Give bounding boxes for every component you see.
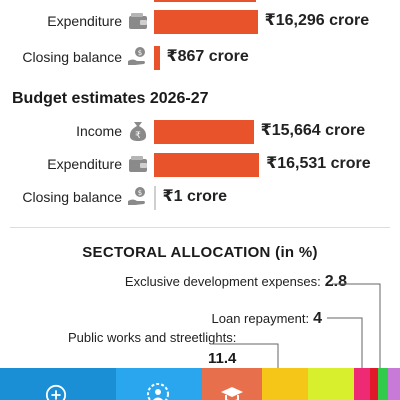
row-value: ₹16,531 crore bbox=[266, 155, 371, 172]
row-value: ₹1 crore bbox=[162, 188, 228, 205]
strip-segment bbox=[370, 368, 378, 400]
sector-label-text: Public works and streetlights: bbox=[68, 330, 237, 345]
row-label: Closing balance bbox=[22, 189, 122, 205]
hand-money-icon: $ bbox=[128, 187, 145, 205]
hand-money-icon: $ bbox=[128, 47, 145, 65]
bar-income-estimates bbox=[154, 120, 254, 144]
svg-text:$: $ bbox=[138, 49, 142, 57]
money-bag-icon: ₹ bbox=[129, 122, 147, 141]
wallet-icon bbox=[129, 156, 147, 172]
sector-label-text: Exclusive development expenses: bbox=[124, 274, 321, 289]
sector-value: 2.8 bbox=[324, 273, 347, 290]
connector-loan bbox=[327, 317, 363, 368]
wallet-icon bbox=[129, 13, 147, 29]
sectoral-title: SECTORAL ALLOCATION (in %) bbox=[82, 244, 318, 261]
bar-expenditure-estimates bbox=[154, 153, 260, 177]
bar-closing-revised bbox=[154, 46, 160, 70]
bar-closing-estimates bbox=[154, 186, 156, 210]
allocation-strip bbox=[0, 368, 400, 400]
row-closing-estimates: Closing balance $ ₹1 crore bbox=[0, 184, 400, 214]
row-label: Expenditure bbox=[47, 156, 122, 172]
row-expenditure-estimates: Expenditure ₹16,531 crore bbox=[0, 151, 400, 181]
section-title-estimates: Budget estimates 2026-27 bbox=[12, 90, 209, 107]
strip-segment bbox=[262, 368, 308, 400]
sector-value-public-works: 11.4 bbox=[208, 350, 237, 367]
strip-segment bbox=[388, 368, 400, 400]
row-income-estimates: Income ₹ ₹15,664 crore bbox=[0, 118, 400, 148]
plus-circle-icon bbox=[45, 384, 67, 400]
connector-development bbox=[332, 283, 381, 368]
row-value: ₹15,664 crore bbox=[260, 122, 366, 139]
strip-segment bbox=[308, 368, 354, 400]
person-gear-icon bbox=[147, 383, 169, 400]
partial-bar-top bbox=[154, 0, 256, 2]
row-label: Income bbox=[76, 123, 122, 139]
row-value: ₹867 crore bbox=[166, 48, 249, 65]
row-label: Expenditure bbox=[47, 13, 122, 29]
graduation-cap-icon bbox=[221, 387, 243, 400]
strip-segment bbox=[378, 368, 388, 400]
sector-label-public-works: Public works and streetlights: bbox=[68, 330, 236, 345]
row-label: Closing balance bbox=[22, 49, 122, 65]
svg-text:$: $ bbox=[138, 189, 142, 197]
sector-value: 4 bbox=[313, 310, 322, 327]
sector-label-loan: Loan repayment: 4 bbox=[212, 310, 322, 328]
svg-text:₹: ₹ bbox=[135, 131, 141, 141]
sector-label-development: Exclusive development expenses: 2.8 bbox=[125, 273, 347, 291]
row-value: ₹16,296 crore bbox=[264, 12, 370, 29]
row-expenditure-revised: Expenditure ₹16,296 crore bbox=[0, 8, 400, 38]
section-divider bbox=[10, 227, 390, 228]
bar-expenditure-revised bbox=[154, 10, 258, 34]
row-closing-revised: Closing balance $ ₹867 crore bbox=[0, 44, 400, 74]
sector-label-text: Loan repayment: bbox=[211, 311, 310, 326]
strip-segment bbox=[354, 368, 370, 400]
